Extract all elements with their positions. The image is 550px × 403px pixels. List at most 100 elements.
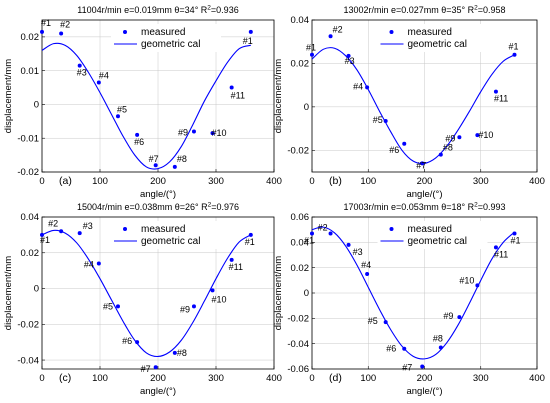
chart-panel-c: 0 100 200 300 400 -0.04 -0.02 0 0.02 0.04 15004r/m…	[3, 202, 282, 398]
legend-label-measured: measured	[408, 27, 452, 38]
point-label: #6	[122, 336, 132, 346]
chart-title: 15004r/min e=0.038mm θ=26° R2=0.976	[77, 202, 239, 213]
chart-title-superscript: 2	[474, 202, 478, 209]
measured-point	[512, 52, 517, 57]
y-tick-label: -0.02	[17, 319, 39, 330]
measured-point	[346, 53, 351, 58]
measured-point	[402, 346, 407, 351]
measured-point	[96, 80, 101, 85]
chart-title-main: 15004r/min e=0.038mm θ=26° R	[77, 202, 208, 212]
chart-title-superscript: 2	[208, 202, 212, 209]
x-tick-label: 300	[473, 373, 489, 384]
legend-label-measured: measured	[408, 224, 452, 235]
measured-point	[135, 340, 140, 345]
legend-label-measured: measured	[141, 27, 185, 38]
measured-point	[365, 85, 370, 90]
measured-point	[248, 232, 253, 237]
measured-point	[229, 257, 234, 262]
y-tick-label: 0.02	[21, 248, 40, 259]
measured-point	[438, 345, 443, 350]
y-axis-label: displacement/mm	[3, 256, 14, 331]
point-label: #4	[99, 70, 109, 80]
point-label: #7	[402, 362, 412, 372]
point-label: #1	[511, 235, 521, 245]
point-label: #1	[306, 43, 316, 53]
y-tick-label: 0.01	[21, 66, 40, 77]
chart-title-tail: =0.936	[211, 5, 239, 15]
measured-point	[115, 114, 120, 119]
measured-point	[346, 242, 351, 247]
y-tick-label: -0.06	[287, 364, 309, 375]
point-label: #7	[416, 160, 426, 170]
point-label: #1	[243, 36, 253, 46]
point-label: #4	[84, 259, 94, 269]
x-tick-label: 400	[529, 176, 545, 187]
point-label: #11	[494, 249, 508, 259]
point-label: #4	[353, 81, 363, 91]
x-tick-label: 100	[360, 373, 376, 384]
measured-point	[115, 304, 120, 309]
point-label: #9	[180, 304, 190, 314]
point-label: #11	[229, 262, 243, 272]
measured-point	[191, 129, 196, 134]
point-label: #9	[445, 133, 455, 143]
legend-box	[111, 24, 221, 52]
measured-point	[310, 52, 314, 57]
point-label: #5	[368, 316, 378, 326]
x-tick-label: 200	[150, 373, 166, 384]
y-tick-label: 0	[304, 288, 309, 299]
chart-panel-b: 0 100 200 300 400 -0.02 0 0.02 0.04 13002r/min e=…	[273, 5, 545, 201]
chart-title-superscript: 2	[474, 5, 478, 12]
point-label: #8	[177, 154, 187, 164]
point-label: #1	[509, 42, 519, 52]
chart-title-main: 13002r/min e=0.027mm θ=35° R	[343, 5, 474, 15]
x-tick-label: 400	[266, 373, 282, 384]
x-axis-label: angle/(°)	[406, 386, 442, 397]
legend-label-geometric-cal: geometric cal	[408, 236, 467, 247]
measured-point	[77, 231, 82, 236]
x-tick-label: 100	[92, 176, 108, 187]
x-tick-label: 400	[266, 176, 282, 187]
x-axis-label: angle/(°)	[140, 386, 176, 397]
measured-point	[77, 63, 82, 68]
measured-point	[248, 29, 253, 34]
legend-label-geometric-cal: geometric cal	[141, 236, 200, 247]
point-label: #3	[353, 247, 363, 257]
measured-point	[210, 288, 215, 293]
measured-point	[493, 89, 498, 94]
geometric-cal-curve	[311, 226, 515, 360]
x-tick-label: 200	[150, 176, 166, 187]
legend-label-geometric-cal: geometric cal	[408, 39, 467, 50]
y-tick-label: 0.06	[291, 212, 310, 223]
legend-marker-measured	[123, 227, 127, 231]
geometric-cal-curve	[41, 229, 252, 358]
point-label: #8	[177, 348, 187, 358]
point-label: #10	[212, 294, 227, 304]
point-label: #1	[41, 18, 51, 28]
measured-point	[402, 141, 407, 146]
chart-title: 11004r/min e=0.019mm θ=34° R2=0.936	[77, 5, 238, 16]
point-label: #5	[373, 115, 383, 125]
point-label: #6	[386, 344, 396, 354]
point-label: #2	[318, 222, 328, 232]
measured-point	[457, 315, 462, 320]
x-tick-label: 0	[39, 373, 44, 384]
x-tick-label: 100	[360, 176, 376, 187]
point-label: #10	[478, 130, 493, 140]
measured-point	[493, 245, 498, 250]
legend-marker-measured	[123, 30, 127, 34]
y-tick-label: 0	[34, 100, 39, 111]
measured-point	[40, 29, 44, 34]
measured-point	[310, 231, 314, 236]
point-label: #9	[443, 311, 453, 321]
x-tick-label: 300	[208, 373, 224, 384]
point-label: #5	[117, 104, 127, 114]
chart-title-main: 11004r/min e=0.019mm θ=34° R	[77, 5, 208, 15]
measured-point	[420, 161, 425, 166]
chart-panel-a: 0 100 200 300 400 -0.02 -0.01 0 0.01 0.02 11004r/m…	[3, 5, 282, 201]
measured-point	[383, 118, 388, 123]
point-label: #2	[333, 24, 343, 34]
y-tick-label: 0.04	[291, 238, 310, 249]
